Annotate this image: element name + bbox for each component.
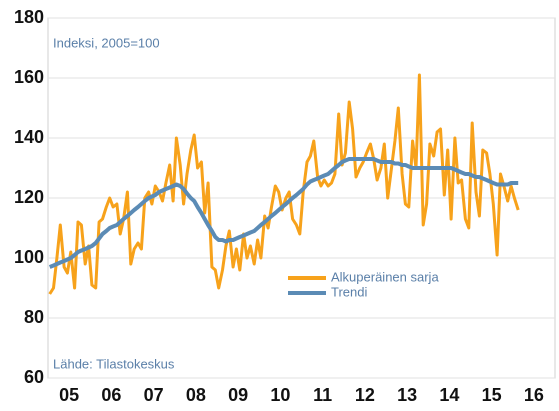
- x-tick-label: 07: [144, 385, 164, 405]
- series-line: [48, 73, 520, 295]
- y-tick-label: 100: [14, 247, 44, 267]
- x-tick-label: 09: [228, 385, 248, 405]
- x-tick-label: 05: [59, 385, 79, 405]
- x-tick-label: 08: [186, 385, 206, 405]
- series-line: [48, 157, 519, 269]
- index-note: Indeksi, 2005=100: [53, 35, 160, 50]
- y-tick-label: 80: [24, 307, 44, 327]
- x-tick-label: 16: [524, 385, 544, 405]
- legend-label: Trendi: [331, 284, 367, 299]
- legend-label: Alkuperäinen sarja: [331, 269, 439, 284]
- x-tick-label: 10: [270, 385, 290, 405]
- y-tick-label: 180: [14, 7, 44, 27]
- x-tick-label: 11: [313, 385, 332, 405]
- y-tick-label: 160: [14, 67, 44, 87]
- x-tick-label: 15: [482, 385, 502, 405]
- x-tick-label: 14: [439, 385, 459, 405]
- y-tick-label: 60: [24, 367, 44, 387]
- y-tick-label: 120: [14, 187, 44, 207]
- x-tick-label: 13: [397, 385, 417, 405]
- x-tick-label: 12: [355, 385, 375, 405]
- x-tick-label: 06: [101, 385, 121, 405]
- source-note: Lähde: Tilastokeskus: [53, 356, 175, 371]
- y-tick-label: 140: [14, 127, 44, 147]
